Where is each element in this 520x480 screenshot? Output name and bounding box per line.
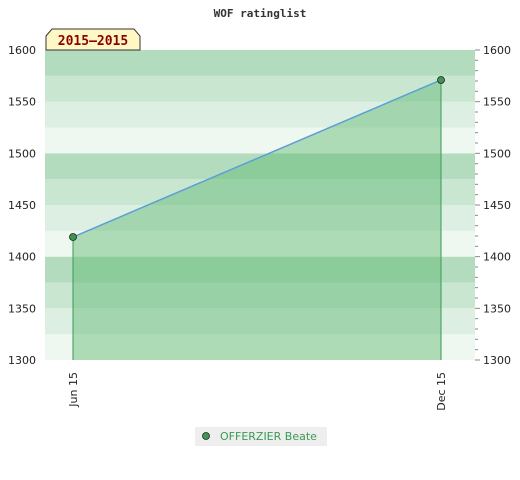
grid-band: [45, 127, 475, 154]
grid-band: [45, 50, 475, 76]
y-tick-label-left: 1350: [8, 302, 36, 315]
period-badge-label: 2015–2015: [58, 34, 128, 49]
grid-band: [45, 256, 475, 283]
y-tick-label-right: 1300: [483, 354, 511, 367]
grid-band: [45, 334, 475, 360]
grid-band: [45, 179, 475, 205]
grid-band: [45, 101, 475, 128]
x-axis: Jun 15 Dec 15: [67, 372, 448, 411]
y-tick-label-right: 1350: [483, 302, 511, 315]
y-tick-label-left: 1550: [8, 96, 36, 109]
y-tick-label-right: 1550: [483, 96, 511, 109]
grid-band: [45, 308, 475, 335]
data-point: [69, 233, 77, 241]
y-tick-label-right: 1600: [483, 44, 511, 57]
y-tick-label-left: 1600: [8, 44, 36, 57]
legend-marker: [202, 432, 210, 440]
grid-band: [45, 230, 475, 257]
x-tick-label: Dec 15: [435, 372, 448, 411]
chart-title: WOF ratinglist: [214, 7, 307, 20]
grid-band: [45, 282, 475, 309]
y-tick-label-left: 1400: [8, 251, 36, 264]
y-tick-label-left: 1450: [8, 199, 36, 212]
plot-background-bands: [45, 50, 475, 360]
legend-label: OFFERZIER Beate: [220, 430, 317, 443]
y-tick-label-left: 1300: [8, 354, 36, 367]
series-area-fill: [73, 79, 441, 360]
y-tick-label-left: 1500: [8, 147, 36, 160]
grid-band: [45, 75, 475, 102]
x-tick-label: Jun 15: [67, 372, 80, 408]
y-axis-left: 1300 1350 1400 1450 1500 1550 1600: [8, 44, 36, 367]
legend[interactable]: OFFERZIER Beate: [195, 427, 327, 446]
data-point: [437, 76, 445, 84]
series-area: [69, 76, 445, 360]
y-tick-label-right: 1400: [483, 251, 511, 264]
y-tick-label-right: 1500: [483, 147, 511, 160]
y-axis-right: 1300 1350 1400 1450 1500 1550 1600: [475, 44, 511, 367]
y-tick-label-right: 1450: [483, 199, 511, 212]
period-badge: 2015–2015: [45, 28, 141, 51]
series-line: [72, 79, 442, 238]
